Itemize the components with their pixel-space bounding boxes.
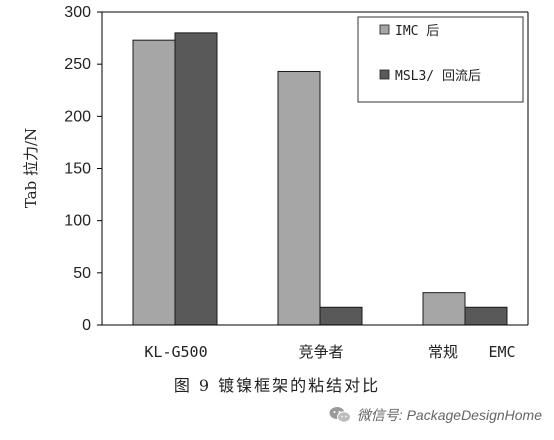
bar-msl3-3 bbox=[464, 306, 508, 326]
bar-imc-2 bbox=[422, 292, 466, 326]
x-category-label: EMC bbox=[488, 343, 515, 361]
x-category-label: 竞争者 bbox=[298, 343, 343, 361]
y-axis-title: Tab 拉力/N bbox=[22, 128, 40, 208]
legend-label-imc: IMC 后 bbox=[395, 24, 439, 39]
bar-chart: 0 50 100 150 200 250 300 KL-G500 竞争者 常规 EMC Tab 拉… bbox=[22, 4, 529, 361]
watermark-text: 微信号: PackageDesignHome bbox=[356, 407, 542, 423]
y-tick-label: 300 bbox=[64, 4, 91, 21]
bar-imc-0 bbox=[132, 39, 176, 326]
y-tick-label: 50 bbox=[73, 265, 91, 282]
bar-imc-1 bbox=[277, 70, 321, 326]
x-category-label: KL-G500 bbox=[144, 343, 207, 361]
legend: IMC 后 MSL3/ 回流后 bbox=[357, 16, 524, 103]
x-axis-category-labels: KL-G500 竞争者 常规 EMC bbox=[144, 343, 515, 361]
legend-swatch-imc bbox=[379, 24, 390, 35]
figure-caption: 图 9 镀镍框架的粘结对比 bbox=[173, 376, 381, 395]
y-tick-label: 250 bbox=[64, 56, 91, 73]
y-tick-label: 100 bbox=[64, 213, 91, 230]
wechat-icon bbox=[329, 407, 351, 423]
y-axis-ticks: 0 50 100 150 200 250 300 bbox=[64, 4, 102, 334]
y-tick-label: 0 bbox=[82, 317, 91, 334]
y-tick-label: 200 bbox=[64, 108, 91, 125]
x-category-label: 常规 bbox=[428, 343, 458, 361]
legend-label-msl3: MSL3/ 回流后 bbox=[395, 69, 481, 84]
bar-msl3-0 bbox=[174, 32, 218, 326]
bar-msl3-1 bbox=[319, 306, 363, 326]
y-tick-label: 150 bbox=[64, 161, 91, 178]
legend-swatch-msl3 bbox=[379, 69, 390, 80]
wechat-watermark: 微信号: PackageDesignHome bbox=[329, 405, 542, 425]
